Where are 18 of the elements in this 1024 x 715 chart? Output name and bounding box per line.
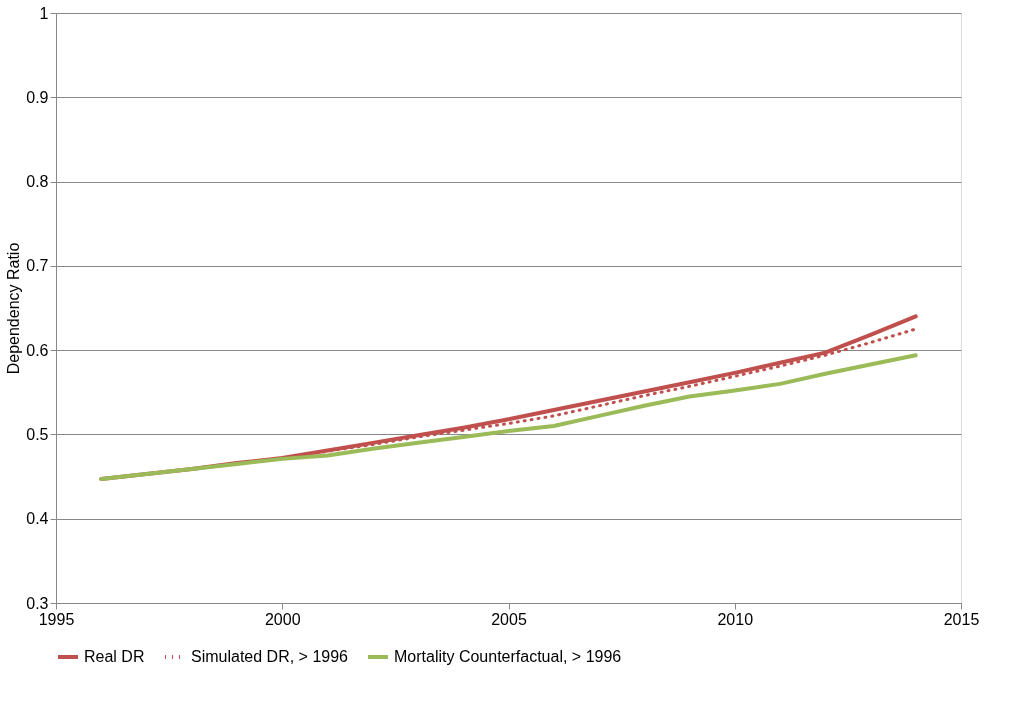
y-tick-label: 1 bbox=[39, 4, 49, 22]
y-tick-label: 0.4 bbox=[26, 510, 49, 528]
x-tick-label: 1995 bbox=[38, 610, 75, 628]
y-tick-label: 0.8 bbox=[26, 173, 49, 191]
legend-label: Simulated DR, > 1996 bbox=[191, 648, 349, 665]
x-tick-label: 2005 bbox=[491, 610, 527, 628]
y-tick-label: 0.5 bbox=[26, 425, 49, 443]
y-tick-label: 0.6 bbox=[26, 341, 49, 359]
x-tick-label: 2010 bbox=[717, 610, 754, 628]
y-axis-title: Dependency Ratio bbox=[5, 242, 23, 375]
legend-label: Mortality Counterfactual, > 1996 bbox=[394, 648, 622, 665]
y-tick-label: 0.3 bbox=[26, 594, 49, 612]
legend-label: Real DR bbox=[84, 648, 145, 665]
x-tick-label: 2015 bbox=[943, 610, 980, 628]
x-tick-label: 2000 bbox=[264, 610, 301, 628]
y-tick-label: 0.7 bbox=[26, 257, 49, 275]
line-series bbox=[99, 353, 918, 482]
y-tick-label: 0.9 bbox=[26, 88, 49, 106]
